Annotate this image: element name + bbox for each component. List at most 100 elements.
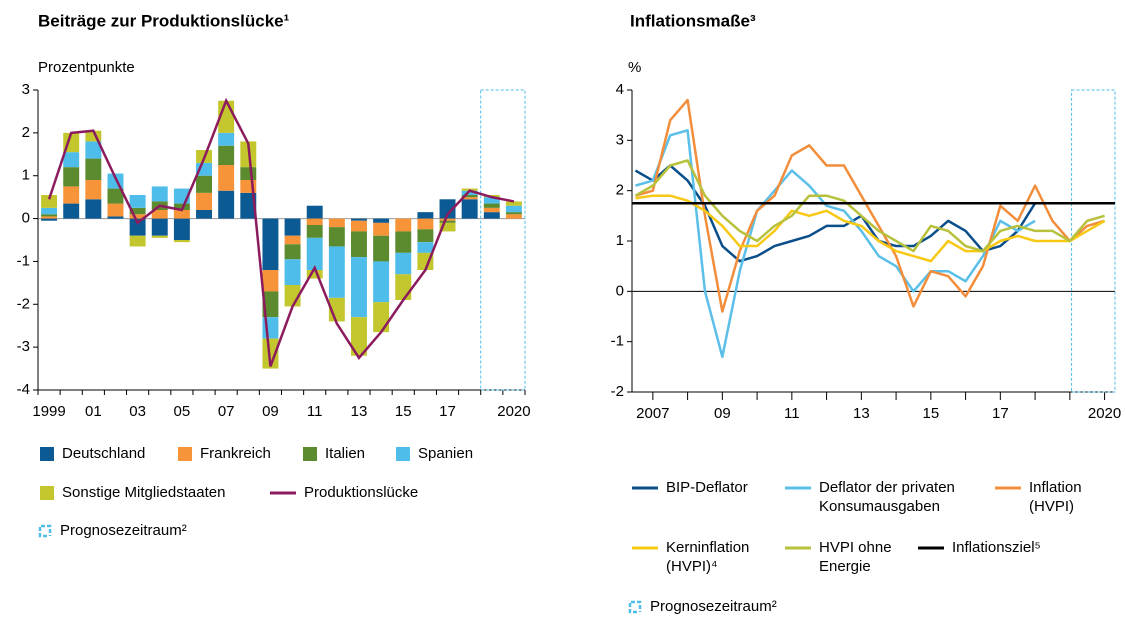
swatch-box <box>178 447 192 461</box>
bar-segment <box>373 235 390 262</box>
legend-label: HVPI ohne Energie <box>819 539 892 575</box>
legend-label: Sonstige Mitgliedstaaten <box>62 484 226 501</box>
y-tick-label: -2 <box>17 295 30 312</box>
legend-item: Spanien <box>396 444 473 463</box>
bar-segment <box>129 214 146 219</box>
x-tick-label: 11 <box>784 405 800 422</box>
bar-segment <box>395 252 412 275</box>
bar-segment <box>284 235 301 245</box>
bar-segment <box>107 188 124 204</box>
bar-segment <box>151 186 168 202</box>
legend-swatch <box>396 447 410 461</box>
bar-segment <box>173 240 190 243</box>
legend-label: Inflationsziel⁵ <box>952 539 1041 556</box>
x-tick-label: 13 <box>853 405 870 422</box>
bar-segment <box>461 199 478 219</box>
bar-segment <box>85 130 102 142</box>
legend-label: Italien <box>325 445 366 462</box>
bar-segment <box>439 222 456 232</box>
legend-item: Frankreich <box>178 444 271 463</box>
legend-swatch <box>40 486 54 500</box>
legend-swatch <box>995 486 1021 490</box>
x-tick-label: 2020 <box>497 403 530 420</box>
bar-segment <box>151 218 168 236</box>
bar-segment <box>505 214 522 219</box>
legend-item: HVPI ohne Energie <box>785 538 905 576</box>
bar-segment <box>328 246 345 298</box>
bar-segment <box>41 195 58 208</box>
bar-segment <box>41 214 58 217</box>
y-tick-label: -1 <box>17 252 30 269</box>
x-tick-label: 09 <box>714 405 731 422</box>
bar-segment <box>505 201 522 206</box>
series-line <box>635 194 1106 263</box>
legend-item: Prognosezeitraum² <box>628 597 777 616</box>
legend-item: Sonstige Mitgliedstaaten <box>40 483 225 502</box>
bar-segment <box>284 244 301 260</box>
bar-segment <box>461 190 478 195</box>
series-line <box>634 159 1105 253</box>
legend-item: Inflation (HVPI) <box>995 478 1105 516</box>
bar-segment <box>262 270 279 292</box>
bar-segment <box>218 165 235 191</box>
legend-swatch <box>303 447 317 461</box>
legend-item: Kerninflation (HVPI)⁴ <box>632 538 772 576</box>
bar-segment <box>262 291 279 318</box>
bar-segment <box>306 270 323 279</box>
bar-segment <box>306 225 323 238</box>
chart-title: Inflationsmaße³ <box>630 11 756 30</box>
legend-swatch <box>178 447 192 461</box>
bar-segment <box>395 274 412 300</box>
x-tick-label: 13 <box>351 403 368 420</box>
bar-segment <box>373 218 390 223</box>
legend-swatch <box>632 546 658 550</box>
legend-label: Deutschland <box>62 445 146 462</box>
bar-segment <box>85 180 102 200</box>
x-tick-label: 07 <box>218 403 235 420</box>
bar-segment <box>373 261 390 303</box>
y-tick-label: 0 <box>22 210 30 227</box>
legend-item: Deflator der privaten Konsumausgaben <box>785 478 985 516</box>
bar-segment <box>417 212 434 219</box>
legend-label: Inflation (HVPI) <box>1029 479 1082 515</box>
x-tick-label: 05 <box>174 403 191 420</box>
bar-segment <box>395 231 412 253</box>
x-tick-label: 2007 <box>636 405 669 422</box>
legend-swatch <box>38 524 52 538</box>
x-tick-label: 01 <box>85 403 102 420</box>
legend-swatch <box>40 447 54 461</box>
bar-segment <box>196 175 212 193</box>
bar-segment <box>306 205 323 219</box>
y-tick-label: 1 <box>22 167 30 184</box>
bar-segment <box>351 257 367 318</box>
bar-segment <box>417 229 434 243</box>
x-tick-label: 15 <box>395 403 412 420</box>
bar-segment <box>351 218 367 221</box>
bar-segment <box>240 192 257 219</box>
legend-label: Prognosezeitraum² <box>60 522 187 539</box>
bar-segment <box>85 141 102 159</box>
bar-segment <box>262 338 279 369</box>
x-tick-label: 11 <box>307 403 323 420</box>
bar-segment <box>439 218 456 221</box>
x-tick-label: 17 <box>992 405 1009 422</box>
legend-item: Italien <box>303 444 365 463</box>
y-tick-label: 3 <box>616 131 624 148</box>
bar-segment <box>417 242 434 253</box>
y-tick-label: -4 <box>17 381 30 398</box>
legend-swatch <box>270 491 296 495</box>
legend-swatch <box>785 486 811 490</box>
bar-segment <box>41 218 58 221</box>
legend-item: Inflationsziel⁵ <box>918 538 1041 557</box>
y-tick-label: 1 <box>616 232 624 249</box>
bar-segment <box>262 218 279 270</box>
swatch-box <box>40 486 54 500</box>
bar-segment <box>461 195 478 198</box>
legend-swatch <box>918 546 944 550</box>
bar-segment <box>41 207 58 215</box>
y-tick-label: -2 <box>611 383 624 400</box>
bar-segment <box>173 218 190 240</box>
bar-segment <box>483 197 500 204</box>
bar-segment <box>483 207 500 213</box>
